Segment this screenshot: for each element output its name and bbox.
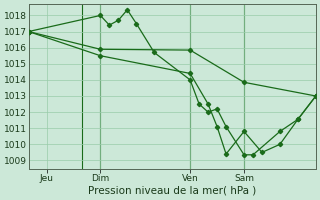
X-axis label: Pression niveau de la mer( hPa ): Pression niveau de la mer( hPa ) bbox=[88, 186, 256, 196]
